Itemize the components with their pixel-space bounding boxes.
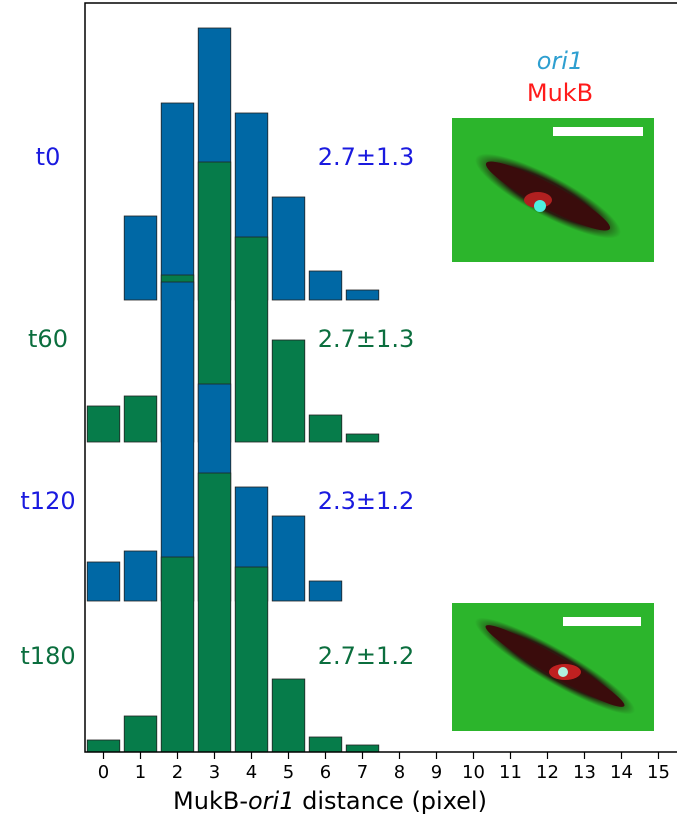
bar — [271, 339, 306, 443]
stat-annotation: 2.7±1.2 — [318, 642, 414, 670]
x-axis-label: MukB-ori1 distance (pixel) — [173, 787, 487, 815]
axes-frame — [84, 2, 677, 753]
x-label-part: MukB- — [173, 787, 248, 815]
bar — [271, 678, 306, 753]
bar — [345, 433, 380, 443]
bar — [86, 739, 121, 753]
x-tick-label: 1 — [135, 762, 146, 783]
bar — [308, 270, 343, 301]
x-tick-label: 15 — [647, 762, 670, 783]
bar — [123, 395, 158, 443]
x-tick-label: 0 — [98, 762, 109, 783]
bar — [123, 550, 158, 602]
x-tick-label: 4 — [246, 762, 257, 783]
bar — [271, 196, 306, 301]
bar — [197, 472, 232, 753]
micrograph-top — [452, 118, 654, 262]
x-tick-label: 13 — [573, 762, 596, 783]
x-label-part: distance (pixel) — [294, 787, 486, 815]
bar — [308, 736, 343, 753]
bar — [271, 515, 306, 602]
stat-annotation: 2.3±1.2 — [318, 487, 414, 515]
micrograph-bottom — [452, 603, 654, 731]
x-tick-label: 3 — [209, 762, 220, 783]
x-tick-label: 11 — [499, 762, 522, 783]
bar — [345, 744, 380, 753]
bar — [86, 405, 121, 443]
x-tick-label: 10 — [462, 762, 485, 783]
x-tick-label: 7 — [357, 762, 368, 783]
bar — [308, 414, 343, 443]
x-label-part: ori1 — [248, 787, 295, 815]
x-tick-label: 2 — [172, 762, 183, 783]
series-label: t120 — [20, 487, 75, 515]
bar — [86, 561, 121, 602]
x-tick-label: 5 — [283, 762, 294, 783]
bar — [160, 281, 195, 602]
series-label: t60 — [28, 325, 68, 353]
x-tick-label: 6 — [320, 762, 331, 783]
bar — [160, 102, 195, 301]
series-label: t180 — [20, 642, 75, 670]
x-tick-label: 14 — [610, 762, 633, 783]
legend-entry: MukB — [527, 79, 593, 107]
x-tick-label: 12 — [536, 762, 559, 783]
x-tick-label: 8 — [394, 762, 405, 783]
bar — [123, 715, 158, 753]
bars — [86, 27, 380, 753]
bar — [308, 580, 343, 602]
legend-entry: ori1 — [537, 47, 584, 75]
stat-annotation: 2.7±1.3 — [318, 325, 414, 353]
bar — [160, 556, 195, 753]
x-tick-label: 9 — [431, 762, 442, 783]
stat-annotation: 2.7±1.3 — [318, 143, 414, 171]
series-label: t0 — [36, 143, 61, 171]
bar — [123, 215, 158, 301]
bar — [234, 236, 269, 443]
bar — [234, 566, 269, 753]
bar — [345, 289, 380, 301]
